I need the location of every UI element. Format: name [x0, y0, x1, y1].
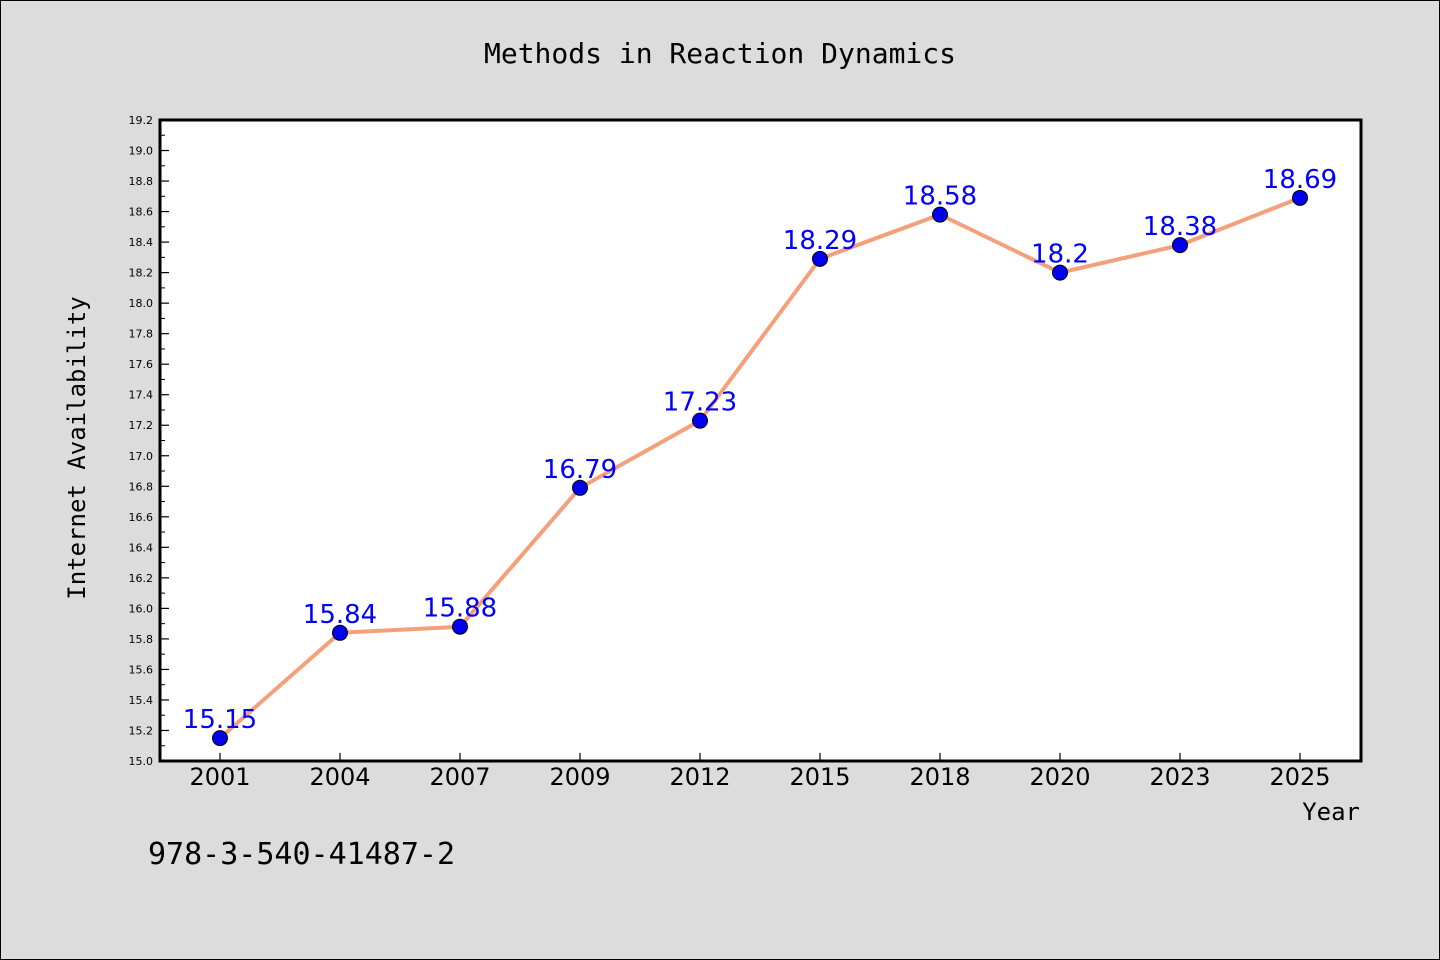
x-tick-label: 2007: [429, 763, 490, 791]
isbn-footnote: 978-3-540-41487-2: [148, 837, 455, 872]
y-tick-label: 18.6: [129, 206, 154, 219]
y-tick-label: 16.0: [129, 602, 154, 615]
y-tick-label: 15.4: [129, 694, 154, 707]
data-label: 15.88: [423, 594, 497, 624]
data-label: 18.2: [1031, 240, 1089, 270]
y-tick-label: 15.6: [129, 663, 154, 676]
data-label: 15.15: [183, 705, 257, 735]
y-tick-label: 16.4: [129, 541, 154, 554]
x-tick-label: 2025: [1269, 763, 1330, 791]
y-tick-label: 16.8: [129, 480, 154, 493]
data-point: [452, 618, 468, 635]
y-tick-label: 16.2: [129, 572, 154, 585]
chart-title: Methods in Reaction Dynamics: [484, 37, 956, 70]
y-tick-label: 17.8: [129, 328, 154, 341]
y-axis: 15.0 15.2 15.4 15.6 15.8 16.0 16.2 16.4 16.6 16.8…: [129, 114, 169, 768]
data-label: 15.84: [303, 600, 377, 630]
series-line: [218, 195, 1301, 740]
data-point: [332, 624, 348, 641]
y-tick-label: 19.0: [129, 145, 154, 158]
y-tick-label: 18.0: [129, 297, 154, 310]
x-tick-label: 2001: [189, 763, 250, 791]
data-label: 18.38: [1143, 212, 1217, 242]
data-point: [932, 206, 948, 223]
data-point: [572, 479, 588, 496]
data-point: [692, 412, 708, 429]
data-point: [1172, 237, 1188, 254]
data-label: 16.79: [543, 455, 617, 485]
y-tick-label: 18.4: [129, 236, 154, 249]
y-tick-label: 18.8: [129, 175, 154, 188]
x-tick-label: 2015: [789, 763, 850, 791]
data-labels: 15.15 15.84 15.88 16.79 17.23 18.29 18.58 18.2 1…: [183, 165, 1337, 735]
data-label: 18.29: [783, 226, 857, 256]
data-point: [1052, 264, 1068, 281]
y-tick-label: 17.0: [129, 450, 154, 463]
y-tick-label: 19.2: [129, 114, 154, 127]
x-tick-label: 2023: [1149, 763, 1210, 791]
x-tick-label: 2012: [669, 763, 730, 791]
data-point: [1292, 189, 1308, 206]
x-tick-label: 2004: [309, 763, 370, 791]
data-label: 18.69: [1263, 165, 1337, 195]
plot-area: [158, 118, 1363, 763]
y-tick-label: 16.6: [129, 511, 154, 524]
x-tick-label: 2018: [909, 763, 970, 791]
data-label: 17.23: [663, 388, 737, 418]
series-markers: [212, 189, 1308, 747]
y-tick-label: 17.4: [129, 389, 154, 402]
x-axis: 2001 2004 2007 2009 2012 2015 2018 2020 2023 2025: [189, 753, 1331, 791]
x-tick-label: 2020: [1029, 763, 1090, 791]
y-tick-label: 15.8: [129, 633, 154, 646]
y-tick-label: 17.2: [129, 419, 154, 432]
x-axis-title: Year: [1302, 798, 1360, 826]
data-point: [212, 730, 228, 747]
x-tick-label: 2009: [549, 763, 610, 791]
y-axis-title: Internet Availability: [63, 296, 91, 599]
data-label: 18.58: [903, 182, 977, 212]
y-tick-label: 18.2: [129, 267, 154, 280]
y-tick-label: 17.6: [129, 358, 154, 371]
y-tick-label: 15.0: [129, 755, 154, 768]
y-tick-label: 15.2: [129, 724, 154, 737]
data-point: [812, 250, 828, 267]
